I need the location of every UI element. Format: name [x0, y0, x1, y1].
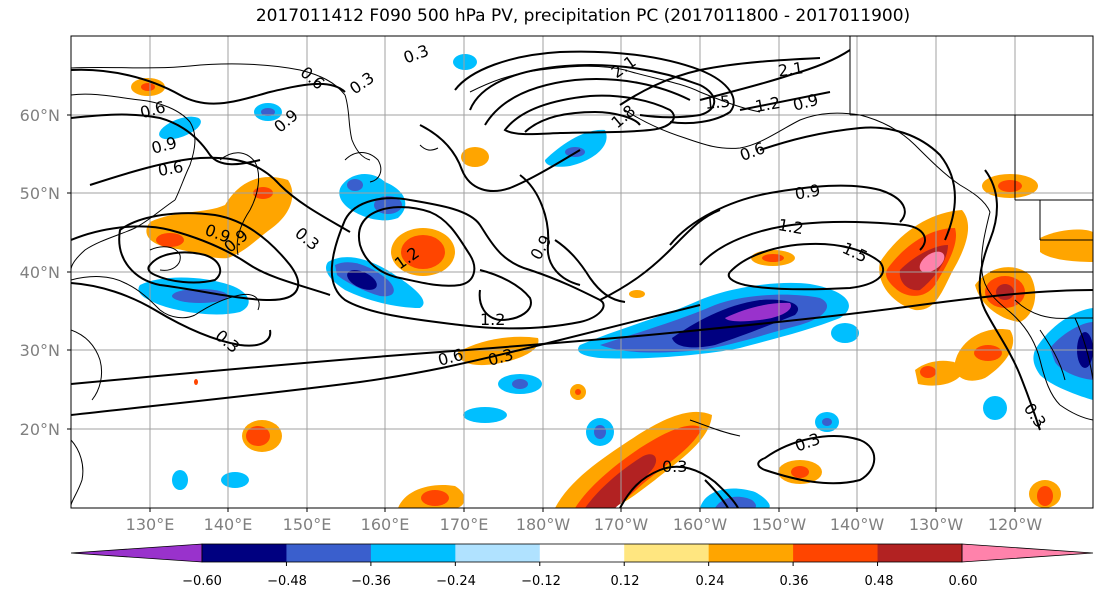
colorbar-outline [201, 543, 963, 563]
colorbar [70, 543, 1094, 566]
lon-label: 160°W [673, 515, 728, 534]
colorbar-segment [455, 544, 541, 562]
colorbar-segment [370, 544, 456, 562]
lon-label: 180°W [516, 515, 571, 534]
colorbar-extend-high [961, 543, 1094, 563]
lon-label: 150°W [752, 515, 807, 534]
colorbar-tick-label: −0.12 [521, 574, 561, 589]
contour-label: 1.2 [753, 93, 781, 116]
colorbar-tick-label: −0.36 [351, 574, 391, 589]
precip-positive-shading [131, 78, 1093, 508]
lat-label: 40°N [20, 263, 60, 282]
lon-label: 140°W [830, 515, 885, 534]
colorbar-segment [624, 544, 710, 562]
colorbar-segment [286, 544, 372, 562]
lat-label: 50°N [20, 184, 60, 203]
longitude-labels: 130°E 140°E 150°E 160°E 170°E 180°W 170°… [126, 515, 1043, 534]
axis-ticks [67, 114, 1016, 512]
colorbar-segment [539, 544, 625, 562]
contour-label: 1.5 [704, 92, 731, 113]
lon-label: 150°E [283, 515, 332, 534]
lat-label: 30°N [20, 341, 60, 360]
lon-label: 140°E [204, 515, 253, 534]
contour-label: 1.2 [777, 215, 805, 238]
lat-label: 60°N [20, 106, 60, 125]
contour-label: 2.1 [777, 58, 805, 80]
colorbar-tick-labels: −0.60 −0.48 −0.36 −0.24 −0.12 0.12 0.24 … [182, 574, 977, 589]
colorbar-tick-label: 0.60 [949, 574, 978, 589]
lon-label: 120°W [988, 515, 1043, 534]
lat-label: 20°N [20, 420, 60, 439]
colorbar-tick-label: 0.36 [780, 574, 809, 589]
colorbar-extend-low [70, 543, 203, 563]
contour-label: 1.2 [480, 310, 505, 329]
contour-label: 0.6 [156, 157, 184, 180]
colorbar-tick-label: −0.60 [182, 574, 222, 589]
pv-contours [71, 49, 1093, 508]
map-content: 0.6 0.3 0.6 0.9 0.9 0.6 0.9 0.3 2.1 1.8 … [71, 36, 1093, 508]
colorbar-tick-label: 0.24 [696, 574, 725, 589]
colorbar-tick-label: 0.48 [865, 574, 894, 589]
contour-label: 0.3 [662, 457, 687, 476]
latitude-labels: 60°N 50°N 40°N 30°N 20°N [20, 106, 60, 439]
lon-label: 130°W [909, 515, 964, 534]
colorbar-segment [877, 544, 963, 562]
lon-label: 170°W [594, 515, 649, 534]
colorbar-segment [708, 544, 794, 562]
colorbar-segment [202, 544, 287, 562]
contour-label: 0.9 [793, 180, 821, 203]
lon-label: 130°E [126, 515, 175, 534]
colorbar-tick-label: −0.48 [267, 574, 307, 589]
lon-label: 170°E [440, 515, 489, 534]
lon-label: 160°E [361, 515, 410, 534]
map-title: 2017011412 F090 500 hPa PV, precipitatio… [255, 6, 911, 26]
colorbar-tick-label: 0.12 [611, 574, 640, 589]
colorbar-tick-label: −0.24 [436, 574, 476, 589]
colorbar-segment [793, 544, 879, 562]
